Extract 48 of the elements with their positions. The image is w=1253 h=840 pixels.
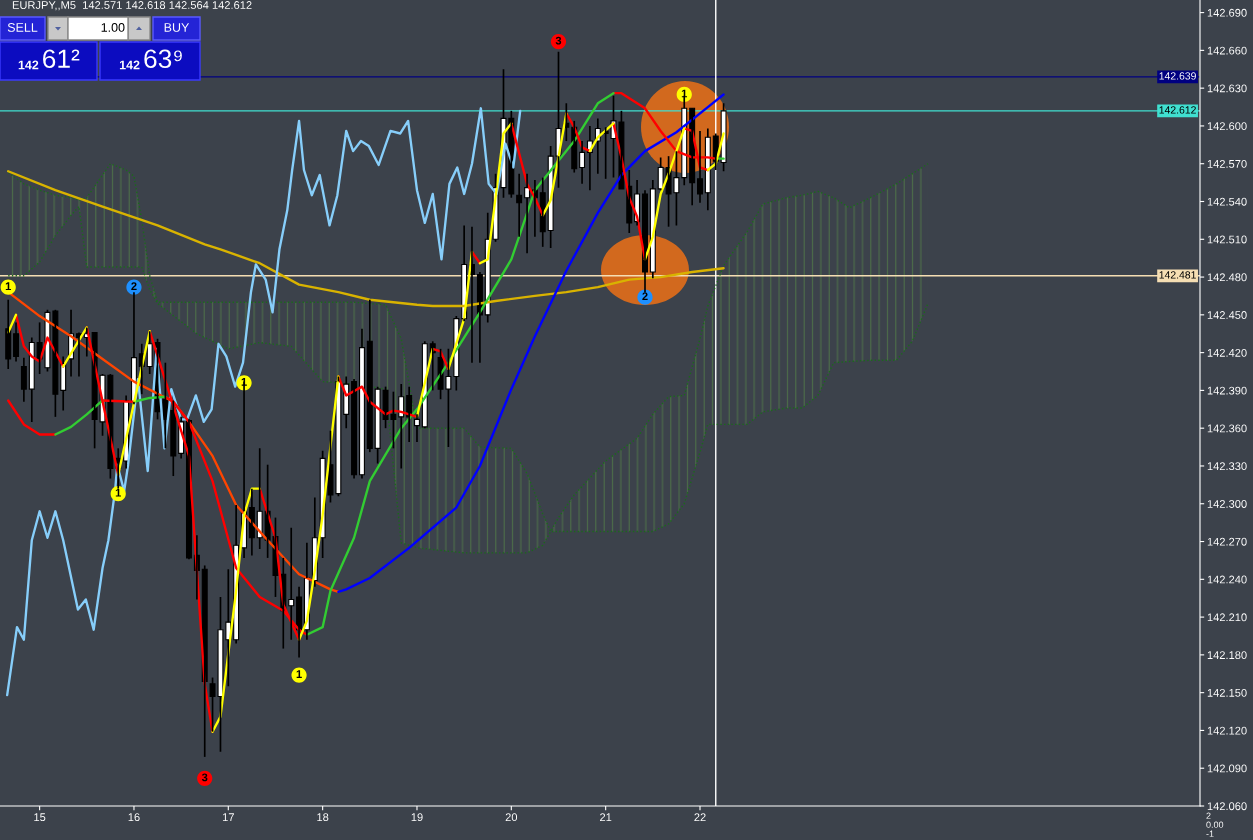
y-tick-label: 142.150 <box>1207 688 1247 697</box>
x-tick-label: 19 <box>411 813 423 822</box>
text: -1 <box>1206 830 1214 837</box>
y-tick-label: 142.210 <box>1207 613 1247 622</box>
x-tick-label: 16 <box>128 813 140 822</box>
annotation: 1.00 <box>101 23 125 32</box>
annotation: 2 <box>131 282 137 291</box>
x-tick-label: 21 <box>600 813 612 821</box>
annotation: 3 <box>555 36 562 45</box>
y-tick-label: 142.060 <box>1207 802 1247 811</box>
y-tick-label: 142.180 <box>1207 651 1247 660</box>
y-tick-label: 142.600 <box>1207 122 1247 131</box>
annotation: 1 <box>115 488 121 497</box>
annotation: 1 <box>5 282 11 291</box>
x-tick-label: 17 <box>222 813 234 821</box>
y-tick-label: 142.420 <box>1207 348 1247 357</box>
chart-title: EURJPY,,M5 142.571 142.618 142.564 142.612 <box>12 1 252 11</box>
y-tick-label: 142.120 <box>1207 726 1247 735</box>
y-tick-label: 142.330 <box>1207 462 1247 471</box>
x-tick-label: 22 <box>694 813 706 821</box>
text: 0.00 <box>1206 821 1224 828</box>
annotation: 1 <box>241 378 247 386</box>
x-tick-label: 18 <box>317 813 329 822</box>
y-tick-label: 142.540 <box>1207 197 1247 206</box>
y-tick-label: 142.450 <box>1207 311 1247 319</box>
x-tick-label: 20 <box>505 813 518 822</box>
annotation: 1 <box>296 670 302 678</box>
y-tick-label: 142.360 <box>1207 424 1247 433</box>
y-tick-label: 142.630 <box>1207 84 1247 93</box>
annotation: 3 <box>201 773 208 782</box>
ref-line-label: 142.639 <box>1159 72 1196 80</box>
y-tick-label: 142.690 <box>1207 8 1247 17</box>
y-tick-label: 142.270 <box>1207 537 1247 546</box>
text: 2 <box>1206 812 1211 819</box>
y-tick-label: 142.390 <box>1207 386 1247 395</box>
annotation: 2 <box>642 292 648 301</box>
y-tick-label: 142.300 <box>1207 500 1247 508</box>
ref-line-label: 142.612 <box>1159 106 1196 114</box>
annotation: SELL <box>7 23 38 32</box>
x-tick-label: 15 <box>34 813 46 822</box>
ref-line-label: 142.481 <box>1159 271 1196 279</box>
y-tick-label: 142.240 <box>1207 575 1247 584</box>
y-tick-label: 142.090 <box>1207 764 1247 773</box>
y-tick-label: 142.480 <box>1207 273 1247 282</box>
y-tick-label: 142.570 <box>1207 159 1247 168</box>
y-tick-label: 142.510 <box>1207 235 1247 244</box>
y-tick-label: 142.660 <box>1207 46 1247 55</box>
annotation: BUY <box>164 23 190 32</box>
